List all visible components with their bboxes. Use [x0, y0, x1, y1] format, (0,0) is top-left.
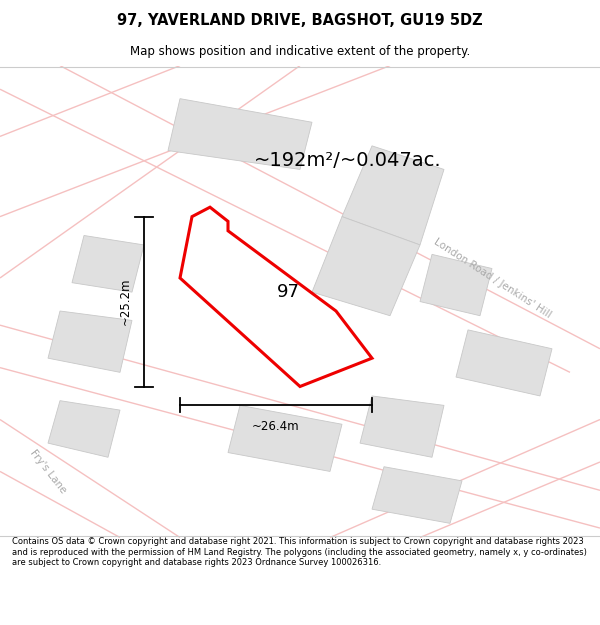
Text: Contains OS data © Crown copyright and database right 2021. This information is : Contains OS data © Crown copyright and d…: [12, 538, 587, 568]
Polygon shape: [48, 311, 132, 372]
Text: Map shows position and indicative extent of the property.: Map shows position and indicative extent…: [130, 46, 470, 58]
Polygon shape: [312, 217, 420, 316]
Polygon shape: [168, 99, 312, 169]
Polygon shape: [228, 406, 342, 471]
Polygon shape: [360, 396, 444, 458]
Text: ~192m²/~0.047ac.: ~192m²/~0.047ac.: [254, 151, 442, 169]
Polygon shape: [372, 467, 462, 523]
Text: 97, YAVERLAND DRIVE, BAGSHOT, GU19 5DZ: 97, YAVERLAND DRIVE, BAGSHOT, GU19 5DZ: [117, 13, 483, 28]
Polygon shape: [342, 146, 444, 245]
Polygon shape: [420, 254, 492, 316]
Text: ~25.2m: ~25.2m: [119, 278, 132, 325]
Polygon shape: [72, 236, 144, 292]
Polygon shape: [180, 208, 372, 386]
Text: ~26.4m: ~26.4m: [252, 419, 300, 432]
Polygon shape: [456, 330, 552, 396]
Polygon shape: [48, 401, 120, 458]
Text: 97: 97: [277, 283, 299, 301]
Text: Fry's Lane: Fry's Lane: [28, 448, 68, 495]
Text: London Road / Jenkins' Hill: London Road / Jenkins' Hill: [431, 236, 553, 319]
